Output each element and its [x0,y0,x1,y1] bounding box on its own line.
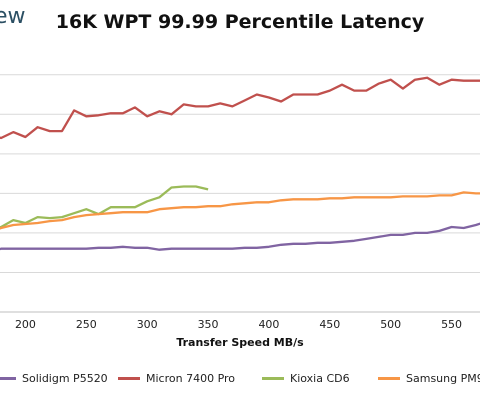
legend-item-micron: Micron 7400 Pro [118,372,235,385]
x-tick-label: 400 [258,318,279,331]
x-tick-label: 450 [319,318,340,331]
legend-swatch-solidigm [0,377,16,380]
series-line-1 [0,76,480,140]
legend-item-solidigm: Solidigm P5520 [0,372,108,385]
x-axis-label: Transfer Speed MB/s [176,336,304,349]
legend-swatch-micron [118,377,140,380]
x-tick-labels: 200 250 300 350 400 450 500 550 [15,318,462,331]
x-tick-label: 300 [137,318,158,331]
x-tick-label: 500 [380,318,401,331]
x-tick-label: 250 [76,318,97,331]
series-lines [0,76,480,251]
legend-item-samsung: Samsung PM9 [378,372,480,385]
gridlines [0,74,480,313]
legend-label-kioxia: Kioxia CD6 [290,372,350,385]
x-tick-label: 550 [441,318,462,331]
legend: Solidigm P5520 Micron 7400 Pro Kioxia CD… [0,372,480,390]
legend-swatch-kioxia [262,377,284,380]
legend-label-solidigm: Solidigm P5520 [22,372,108,385]
series-line-0 [0,222,480,251]
legend-label-micron: Micron 7400 Pro [146,372,236,385]
legend-label-samsung: Samsung PM9 [406,372,480,385]
x-tick-label: 200 [15,318,36,331]
series-line-3 [0,191,480,230]
x-tick-label: 350 [198,318,219,331]
chart-title: 16K WPT 99.99 Percentile Latency [55,11,425,33]
brand-logo-text: ew [0,4,26,29]
legend-swatch-samsung [378,377,400,380]
legend-item-kioxia: Kioxia CD6 [262,372,350,385]
